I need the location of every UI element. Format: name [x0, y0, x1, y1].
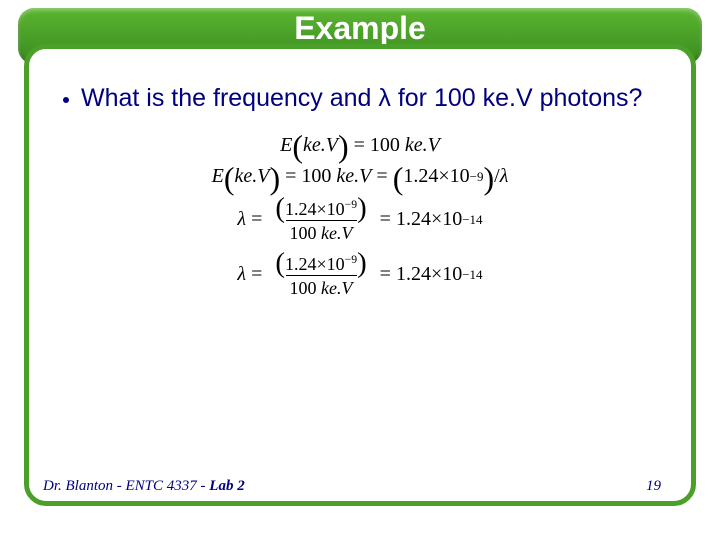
equation-line-2: E(ke.V) = 100 ke.V = (1.24×10−9)/λ — [212, 164, 509, 190]
eq2-rparen2: ) — [483, 166, 494, 192]
eq1-unit2: ke.V — [405, 134, 440, 157]
eq2-lambda: λ — [500, 165, 509, 188]
eq4-num: (1.24×10−9) — [271, 250, 370, 275]
eq4-fraction: (1.24×10−9) 100 ke.V — [271, 250, 370, 299]
equation-line-3: λ = (1.24×10−9) 100 ke.V = 1.24×10−14 — [237, 195, 482, 244]
eq3-lambda: λ — [237, 208, 246, 231]
eq2-rparen: ) — [269, 166, 280, 192]
eq2-100: 100 — [301, 165, 331, 188]
content-frame: What is the frequency and λ for 100 ke.V… — [24, 44, 696, 506]
bullet-text: What is the frequency and λ for 100 ke.V… — [81, 83, 642, 114]
page-number: 19 — [646, 478, 661, 495]
footer-sep1: - — [113, 478, 126, 494]
equation-line-1: E(ke.V) = 100 ke.V — [280, 132, 440, 158]
eq3-ten: 10 — [442, 208, 462, 231]
eq4-const: 1.24 — [396, 263, 431, 286]
eq2-times: × — [438, 165, 449, 188]
eq1-equals: = — [354, 134, 365, 157]
eq3-fraction: (1.24×10−9) 100 ke.V — [271, 195, 370, 244]
equations-block: E(ke.V) = 100 ke.V E(ke.V) = 100 ke.V = … — [55, 132, 665, 299]
eq2-unit: ke.V — [235, 165, 270, 188]
eq1-unit: ke.V — [303, 134, 338, 157]
eq2-eq2: = — [376, 165, 387, 188]
eq4-times: × — [431, 263, 442, 286]
footer-author: Dr. Blanton — [43, 478, 113, 494]
eq3-den: 100 ke.V — [286, 220, 357, 244]
footer-text: Dr. Blanton - ENTC 4337 - Lab 2 — [43, 478, 245, 495]
eq3-const: 1.24 — [396, 208, 431, 231]
bullet-item: What is the frequency and λ for 100 ke.V… — [55, 83, 665, 114]
eq4-lambda: λ — [237, 263, 246, 286]
eq4-den: 100 ke.V — [286, 275, 357, 299]
eq2-eq1: = — [285, 165, 296, 188]
footer-lab: Lab 2 — [209, 478, 244, 494]
bullet-dot-icon — [63, 97, 69, 103]
footer-course: ENTC 4337 — [126, 478, 197, 494]
eq1-rparen: ) — [338, 134, 349, 160]
eq3-num: (1.24×10−9) — [271, 195, 370, 220]
eq2-lparen2: ( — [393, 166, 404, 192]
eq2-lparen: ( — [224, 166, 235, 192]
eq2-ten: 10 — [450, 165, 470, 188]
eq4-eq1: = — [251, 263, 262, 286]
page-title: Example — [0, 10, 720, 47]
eq2-E: E — [212, 165, 224, 188]
eq4-eq2: = — [380, 263, 391, 286]
equation-line-4: λ = (1.24×10−9) 100 ke.V = 1.24×10−14 — [237, 250, 482, 299]
eq1-100: 100 — [370, 134, 400, 157]
eq2-unit2: ke.V — [336, 165, 371, 188]
eq2-const: 1.24 — [403, 165, 438, 188]
eq3-eq1: = — [251, 208, 262, 231]
eq3-eq2: = — [380, 208, 391, 231]
eq1-lparen: ( — [292, 134, 303, 160]
eq3-times: × — [431, 208, 442, 231]
eq1-E: E — [280, 134, 292, 157]
footer-sep2: - — [197, 478, 210, 494]
eq4-ten: 10 — [442, 263, 462, 286]
